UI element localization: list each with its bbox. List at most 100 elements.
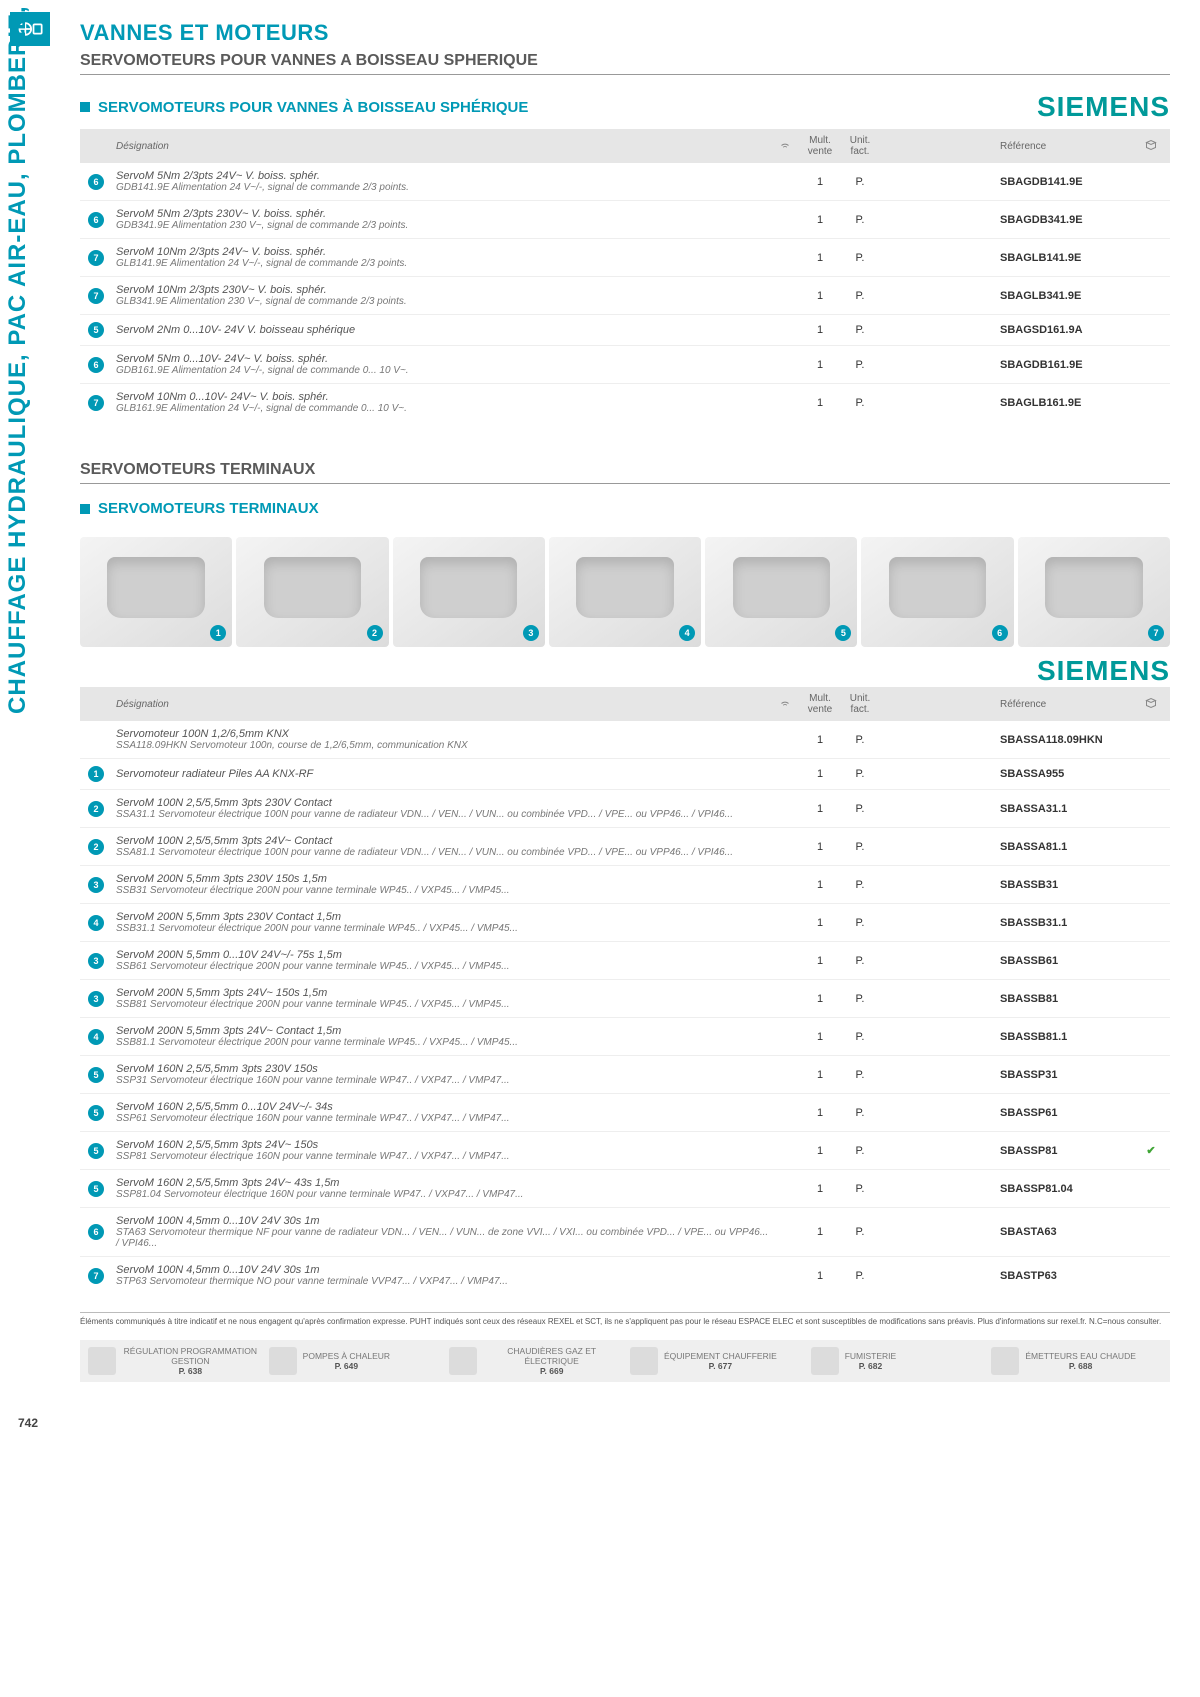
footer-nav-item[interactable]: FUMISTERIEP. 682 xyxy=(811,1346,982,1376)
image-index-badge: 5 xyxy=(835,625,851,641)
designation-sub: SSA31.1 Servomoteur électrique 100N pour… xyxy=(116,809,770,820)
product-image: 4 xyxy=(549,537,701,647)
product-image: 2 xyxy=(236,537,388,647)
footer-item-title: POMPES À CHALEUR xyxy=(303,1351,390,1361)
footer-item-page: P. 669 xyxy=(483,1366,620,1376)
unit-value: P. xyxy=(840,290,880,302)
row-index-badge: 2 xyxy=(88,839,104,855)
mult-value: 1 xyxy=(800,955,840,967)
table-row: 4ServoM 200N 5,5mm 3pts 230V Contact 1,5… xyxy=(80,904,1170,942)
table-row: 2ServoM 100N 2,5/5,5mm 3pts 230V Contact… xyxy=(80,790,1170,828)
mult-value: 1 xyxy=(800,1270,840,1282)
unit-value: P. xyxy=(840,1107,880,1119)
table-row: 5ServoM 2Nm 0...10V- 24V V. boisseau sph… xyxy=(80,315,1170,346)
row-index-badge: 7 xyxy=(88,395,104,411)
product-image: 7 xyxy=(1018,537,1170,647)
col-designation: Désignation xyxy=(116,141,770,152)
designation-sub: SSB31.1 Servomoteur électrique 200N pour… xyxy=(116,923,770,934)
table-row: 5ServoM 160N 2,5/5,5mm 3pts 24V~ 150sSSP… xyxy=(80,1132,1170,1170)
unit-value: P. xyxy=(840,879,880,891)
designation-sub: SSP81.04 Servomoteur électrique 160N pou… xyxy=(116,1189,770,1200)
row-index-badge: 4 xyxy=(88,915,104,931)
row-index-badge: 6 xyxy=(88,1224,104,1240)
designation-main: ServoM 5Nm 0...10V- 24V~ V. boiss. sphér… xyxy=(116,353,770,365)
row-index-badge: 3 xyxy=(88,877,104,893)
unit-value: P. xyxy=(840,1183,880,1195)
footer-thumb xyxy=(449,1347,477,1375)
product-image: 3 xyxy=(393,537,545,647)
mult-value: 1 xyxy=(800,324,840,336)
footer-thumb xyxy=(811,1347,839,1375)
row-index-badge: 2 xyxy=(88,801,104,817)
product-image-strip: 123 4 567 xyxy=(80,537,1170,647)
designation-main: ServoM 200N 5,5mm 3pts 230V 150s 1,5m xyxy=(116,873,770,885)
row-index-badge: 6 xyxy=(88,357,104,373)
row-index-badge: 3 xyxy=(88,991,104,1007)
table1-body: 6 ServoM 5Nm 2/3pts 24V~ V. boiss. sphér.… xyxy=(60,163,1170,421)
footer-thumb xyxy=(630,1347,658,1375)
unit-value: P. xyxy=(840,1069,880,1081)
designation-main: ServoM 200N 5,5mm 3pts 24V~ 150s 1,5m xyxy=(116,987,770,999)
designation-main: Servomoteur radiateur Piles AA KNX-RF xyxy=(116,768,770,780)
reference-code: SBASSB61 xyxy=(1000,955,1058,967)
unit-value: P. xyxy=(840,917,880,929)
designation-sub: SSB81 Servomoteur électrique 200N pour v… xyxy=(116,999,770,1010)
table1-header: Désignation Mult. vente Unit. fact. Réfé… xyxy=(80,129,1170,163)
designation-main: ServoM 5Nm 2/3pts 230V~ V. boiss. sphér. xyxy=(116,208,770,220)
designation-main: ServoM 160N 2,5/5,5mm 3pts 230V 150s xyxy=(116,1063,770,1075)
designation-sub: SSB31 Servomoteur électrique 200N pour v… xyxy=(116,885,770,896)
unit-value: P. xyxy=(840,768,880,780)
table-row: 3 ServoM 200N 5,5mm 3pts 230V 150s 1,5mSS… xyxy=(80,866,1170,904)
image-index-badge: 4 xyxy=(679,625,695,641)
designation-main: ServoM 160N 2,5/5,5mm 0...10V 24V~/- 34s xyxy=(116,1101,770,1113)
mult-value: 1 xyxy=(800,397,840,409)
designation-main: Servomoteur 100N 1,2/6,5mm KNX xyxy=(116,728,770,740)
footer-nav-item[interactable]: ÉQUIPEMENT CHAUFFERIEP. 677 xyxy=(630,1346,801,1376)
col-mult: Mult. vente xyxy=(800,135,840,157)
footer-item-title: ÉQUIPEMENT CHAUFFERIE xyxy=(664,1351,777,1361)
unit-value: P. xyxy=(840,1226,880,1238)
page-title: VANNES ET MOTEURS xyxy=(80,20,1170,46)
reference-code: SBASSA118.09HKN xyxy=(1000,734,1103,746)
footer-nav-item[interactable]: CHAUDIÈRES GAZ ET ÉLECTRIQUEP. 669 xyxy=(449,1346,620,1376)
wifi-icon xyxy=(770,139,800,154)
designation-sub: STP63 Servomoteur thermique NO pour vann… xyxy=(116,1276,770,1287)
reference-code: SBASSB81 xyxy=(1000,993,1058,1005)
designation-main: ServoM 10Nm 0...10V- 24V~ V. bois. sphér… xyxy=(116,391,770,403)
reference-code: SBASSA81.1 xyxy=(1000,841,1067,853)
mult-value: 1 xyxy=(800,176,840,188)
image-index-badge: 1 xyxy=(210,625,226,641)
stock-icon xyxy=(1140,139,1162,154)
table-row: 5ServoM 160N 2,5/5,5mm 3pts 230V 150sSSP… xyxy=(80,1056,1170,1094)
mult-value: 1 xyxy=(800,1183,840,1195)
row-index-badge: 1 xyxy=(88,766,104,782)
product-image: 6 xyxy=(861,537,1013,647)
col-mult-2: Mult. vente xyxy=(800,693,840,715)
reference-code: SBASSP81.04 xyxy=(1000,1183,1073,1195)
unit-value: P. xyxy=(840,1031,880,1043)
footer-nav-item[interactable]: ÉMETTEURS EAU CHAUDEP. 688 xyxy=(991,1346,1162,1376)
unit-value: P. xyxy=(840,214,880,226)
table-row: 6ServoM 5Nm 2/3pts 230V~ V. boiss. sphér… xyxy=(80,201,1170,239)
footer-nav-item[interactable]: RÉGULATION PROGRAMMATION GESTIONP. 638 xyxy=(88,1346,259,1376)
footer-thumb xyxy=(991,1347,1019,1375)
designation-main: ServoM 5Nm 2/3pts 24V~ V. boiss. sphér. xyxy=(116,170,770,182)
unit-value: P. xyxy=(840,176,880,188)
mult-value: 1 xyxy=(800,1226,840,1238)
reference-code: SBASSP61 xyxy=(1000,1107,1057,1119)
row-index-badge: 5 xyxy=(88,1105,104,1121)
footer-item-title: FUMISTERIE xyxy=(845,1351,896,1361)
table-row: 5ServoM 160N 2,5/5,5mm 3pts 24V~ 43s 1,5… xyxy=(80,1170,1170,1208)
unit-value: P. xyxy=(840,734,880,746)
wifi-icon xyxy=(770,697,800,712)
col-unit: Unit. fact. xyxy=(840,135,880,157)
footer-nav-item[interactable]: POMPES À CHALEURP. 649 xyxy=(269,1346,440,1376)
designation-main: ServoM 100N 2,5/5,5mm 3pts 24V~ Contact xyxy=(116,835,770,847)
unit-value: P. xyxy=(840,1145,880,1157)
mult-value: 1 xyxy=(800,841,840,853)
footer-thumb xyxy=(88,1347,116,1375)
unit-value: P. xyxy=(840,359,880,371)
reference-code: SBAGSD161.9A xyxy=(1000,324,1083,336)
designation-main: ServoM 160N 2,5/5,5mm 3pts 24V~ 43s 1,5m xyxy=(116,1177,770,1189)
unit-value: P. xyxy=(840,324,880,336)
